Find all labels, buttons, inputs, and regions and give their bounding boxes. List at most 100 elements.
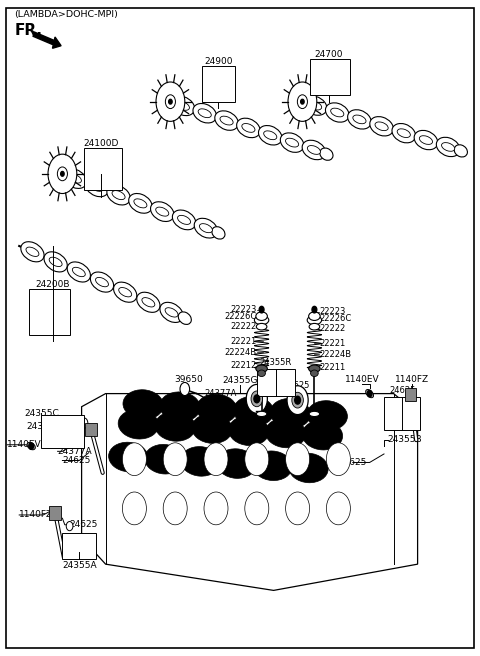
Circle shape (168, 99, 172, 104)
Ellipse shape (256, 312, 267, 321)
Text: 39650: 39650 (174, 375, 203, 384)
Ellipse shape (155, 411, 195, 441)
Ellipse shape (392, 123, 416, 143)
Bar (29, 289, 70, 335)
Ellipse shape (256, 323, 267, 330)
Text: 22211: 22211 (319, 363, 346, 372)
Ellipse shape (309, 312, 320, 321)
Ellipse shape (252, 451, 292, 481)
Text: 24700: 24700 (314, 50, 343, 59)
Ellipse shape (256, 411, 267, 417)
Ellipse shape (307, 401, 348, 430)
Text: 24625: 24625 (62, 456, 91, 465)
Circle shape (58, 167, 67, 181)
Ellipse shape (348, 110, 371, 129)
Ellipse shape (233, 396, 274, 426)
Ellipse shape (215, 111, 239, 131)
Circle shape (163, 492, 187, 525)
Text: 22224B: 22224B (225, 348, 257, 357)
Text: 22226C: 22226C (319, 314, 351, 323)
Text: 22222: 22222 (319, 324, 346, 333)
Ellipse shape (325, 103, 349, 122)
Polygon shape (82, 394, 418, 590)
Ellipse shape (49, 257, 62, 266)
Text: 24900: 24900 (204, 56, 233, 66)
Ellipse shape (172, 210, 196, 230)
Ellipse shape (311, 370, 318, 377)
Circle shape (312, 306, 317, 313)
Ellipse shape (265, 418, 306, 448)
Bar (384, 397, 420, 430)
Bar (202, 66, 235, 102)
Ellipse shape (331, 108, 344, 117)
Circle shape (165, 94, 175, 109)
Ellipse shape (114, 282, 137, 302)
Text: 24200B: 24200B (36, 279, 70, 289)
Text: 22222: 22222 (230, 322, 257, 331)
Circle shape (66, 522, 73, 531)
Circle shape (180, 382, 190, 396)
Ellipse shape (90, 272, 114, 292)
Text: 24100D: 24100D (83, 138, 119, 148)
Circle shape (122, 492, 146, 525)
Text: 22223: 22223 (230, 305, 257, 314)
Ellipse shape (397, 129, 410, 138)
Ellipse shape (171, 96, 195, 115)
FancyArrow shape (33, 32, 61, 49)
Ellipse shape (156, 207, 169, 216)
Ellipse shape (303, 96, 327, 115)
Bar (62, 533, 96, 559)
Text: 24355A: 24355A (62, 561, 96, 570)
Ellipse shape (72, 267, 85, 277)
Ellipse shape (199, 224, 213, 233)
Ellipse shape (366, 390, 373, 398)
Ellipse shape (307, 146, 321, 154)
Ellipse shape (178, 215, 191, 224)
Ellipse shape (320, 148, 333, 160)
Text: 22212: 22212 (230, 361, 257, 370)
Ellipse shape (165, 308, 178, 317)
Ellipse shape (137, 292, 160, 312)
Ellipse shape (309, 365, 320, 373)
Ellipse shape (21, 241, 44, 262)
Ellipse shape (370, 117, 394, 136)
Circle shape (300, 99, 304, 104)
Ellipse shape (26, 247, 39, 256)
Ellipse shape (309, 101, 322, 110)
Text: 24355L: 24355L (26, 422, 60, 431)
Ellipse shape (307, 316, 322, 325)
Circle shape (295, 396, 300, 404)
Ellipse shape (302, 420, 343, 450)
Circle shape (292, 392, 303, 408)
Ellipse shape (112, 191, 125, 199)
Text: (LAMBDA>DOHC-MPI): (LAMBDA>DOHC-MPI) (14, 10, 118, 19)
Ellipse shape (228, 416, 269, 445)
Ellipse shape (309, 323, 320, 330)
Bar (257, 369, 295, 396)
Text: 24355B: 24355B (388, 435, 422, 444)
Ellipse shape (270, 398, 311, 428)
Circle shape (246, 384, 267, 413)
Text: 22226C: 22226C (225, 312, 257, 321)
Ellipse shape (309, 411, 320, 417)
Ellipse shape (264, 131, 277, 140)
Ellipse shape (160, 392, 200, 422)
Bar (49, 506, 61, 520)
Ellipse shape (107, 185, 130, 205)
Text: 22224B: 22224B (319, 350, 351, 359)
Ellipse shape (280, 133, 304, 152)
Ellipse shape (90, 182, 103, 192)
Ellipse shape (119, 287, 132, 297)
Ellipse shape (212, 227, 225, 239)
Circle shape (287, 386, 308, 415)
Ellipse shape (63, 169, 86, 188)
Circle shape (156, 82, 185, 121)
Circle shape (204, 443, 228, 476)
Ellipse shape (237, 118, 260, 138)
Text: 1140FZ: 1140FZ (395, 375, 429, 384)
Text: 24355R: 24355R (260, 358, 292, 367)
Ellipse shape (193, 104, 216, 123)
Bar (84, 148, 122, 190)
Bar (85, 423, 97, 436)
Ellipse shape (258, 125, 282, 145)
